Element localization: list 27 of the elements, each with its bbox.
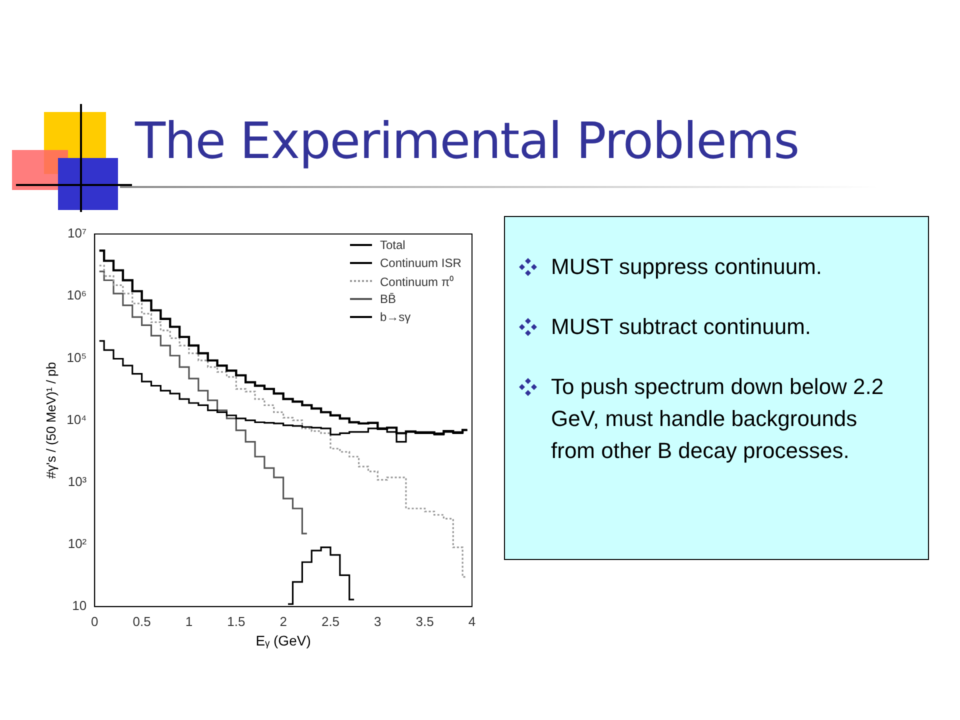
x-tick-label: 0 [91, 614, 98, 629]
y-tick-label: 10⁶ [66, 288, 87, 303]
legend-label: Total [380, 238, 406, 252]
y-tick-label: 10 [72, 598, 87, 614]
x-tick-label: 3 [374, 614, 382, 629]
x-tick-label: 1.5 [227, 614, 246, 629]
chart-title: The Experimental Problems [135, 112, 799, 170]
x-axis-title: Eᵧ (GeV) [256, 632, 311, 648]
y-tick-label: 10⁵ [66, 350, 87, 365]
x-tick-label: 1 [185, 614, 193, 629]
text: MUST suppress continuum. [551, 253, 822, 281]
legend-label: BB̄ [380, 292, 396, 306]
x-tick-label: 2 [280, 614, 287, 629]
y-axis-title: #γ's / (50 MeV)¹ / pb [43, 362, 58, 479]
y-tick-label: 10² [68, 536, 88, 552]
legend-label: b→sγ [380, 310, 411, 324]
x-tick-label: 3.5 [416, 614, 434, 629]
x-tick-label: 4 [468, 614, 476, 629]
x-tick-label: 2.5 [321, 614, 340, 629]
y-tick-label: 10⁴ [66, 412, 87, 427]
x-tick-label: 0.5 [132, 614, 151, 629]
y-tick-label: 10⁷ [67, 226, 87, 241]
legend-label: Continuum π⁰ [380, 274, 454, 290]
text: To push spectrum down below 2.2 GeV, must handle backgrounds from other B decay processes. [551, 373, 885, 465]
y-tick-label: 10³ [68, 474, 88, 489]
text: MUST subtract continuum. [551, 313, 812, 341]
legend-label: Continuum ISR [380, 256, 462, 270]
